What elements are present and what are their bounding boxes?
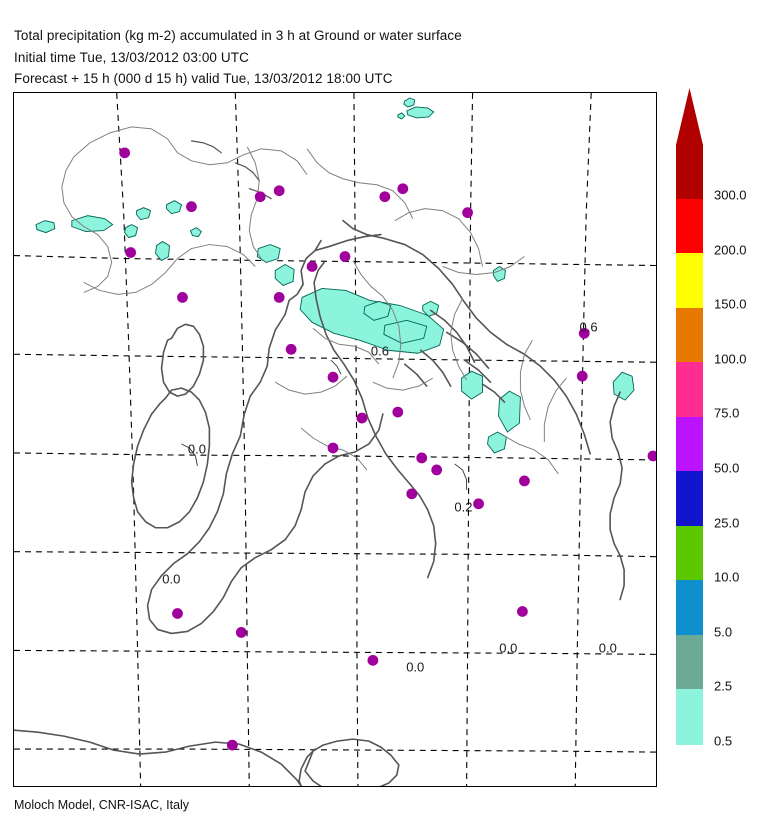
station-marker — [578, 327, 590, 339]
model-credit: Moloch Model, CNR-ISAC, Italy — [14, 798, 190, 812]
coastlines — [14, 140, 625, 786]
station-marker — [125, 247, 137, 258]
map-graphic — [14, 93, 656, 786]
station-marker — [327, 442, 339, 454]
colorbar-band — [676, 689, 703, 745]
station-marker — [517, 606, 528, 617]
colorbar-tick-label: 150.0 — [714, 296, 747, 312]
station-marker — [462, 207, 473, 219]
station-marker — [379, 191, 391, 203]
colorbar-band — [676, 580, 703, 636]
contour-label: 0.0 — [162, 571, 181, 587]
colorbar-band — [676, 307, 703, 363]
country-borders — [61, 126, 567, 475]
station-marker — [306, 261, 318, 272]
colorbar-tick-label: 2.5 — [714, 678, 733, 694]
colorbar-tick-label: 300.0 — [714, 187, 747, 203]
contour-label: 0.0 — [406, 659, 425, 675]
colorbar-band — [676, 471, 703, 527]
colorbar-bands — [676, 144, 703, 745]
map-title: Total precipitation (kg m-2) accumulated… — [14, 28, 462, 43]
colorbar-tick-label: 100.0 — [714, 351, 747, 367]
colorbar-overflow-arrow-icon — [676, 88, 703, 145]
colorbar-band — [676, 525, 703, 581]
map-plot-area: 0.0 0.6 0.6 0.2 0.0 0.0 0.0 0.0 — [13, 92, 657, 787]
station-marker — [254, 191, 266, 203]
colorbar-tick-label: 5.0 — [714, 624, 733, 640]
station-marker — [647, 450, 656, 462]
station-marker — [406, 488, 418, 500]
station-marker — [172, 608, 183, 619]
colorbar-band — [676, 362, 703, 418]
station-marker — [285, 343, 297, 355]
station-markers — [119, 147, 656, 751]
station-marker — [339, 251, 351, 262]
initial-time-label: Initial time Tue, 13/03/2012 03:00 UTC — [14, 50, 249, 65]
station-marker — [177, 292, 188, 303]
contour-label: 0.0 — [187, 441, 207, 457]
colorbar-tick-label: 200.0 — [714, 242, 747, 258]
precipitation-contours — [181, 359, 468, 490]
station-marker — [367, 654, 379, 666]
station-marker — [519, 475, 530, 487]
station-marker — [416, 452, 428, 464]
station-marker — [235, 627, 247, 638]
forecast-valid-time-label: Forecast + 15 h (000 d 15 h) valid Tue, … — [14, 71, 393, 86]
colorbar-tick-label: 0.5 — [714, 733, 733, 749]
station-marker — [431, 464, 443, 476]
colorbar-tick-label: 10.0 — [714, 569, 740, 585]
colorbar-band — [676, 198, 703, 254]
contour-label: 0.0 — [598, 640, 617, 656]
station-marker — [273, 292, 285, 303]
contour-label: 0.2 — [454, 499, 473, 515]
contour-label: 0.6 — [579, 319, 598, 335]
precipitation-shading — [35, 97, 635, 454]
station-marker — [119, 147, 131, 159]
precipitation-colorbar: 300.0 200.0 150.0 100.0 75.0 50.0 25.0 10.0 5.0 2… — [676, 88, 760, 760]
station-marker — [273, 185, 285, 197]
station-marker — [327, 371, 339, 383]
station-marker — [576, 370, 588, 382]
colorbar-tick-label: 50.0 — [714, 460, 740, 476]
station-marker — [397, 183, 409, 195]
colorbar-band — [676, 634, 703, 691]
station-marker — [226, 739, 238, 751]
colorbar-tick-label: 75.0 — [714, 405, 740, 421]
station-marker — [186, 201, 197, 213]
contour-label: 0.0 — [499, 640, 518, 656]
station-marker — [392, 406, 404, 418]
colorbar-band — [676, 253, 703, 309]
station-marker — [356, 412, 368, 424]
colorbar-tick-label: 25.0 — [714, 515, 740, 531]
colorbar-band — [676, 144, 703, 200]
station-marker — [473, 498, 484, 510]
graticule-lines — [14, 93, 656, 786]
contour-label: 0.6 — [370, 343, 389, 359]
colorbar-band — [676, 416, 703, 472]
